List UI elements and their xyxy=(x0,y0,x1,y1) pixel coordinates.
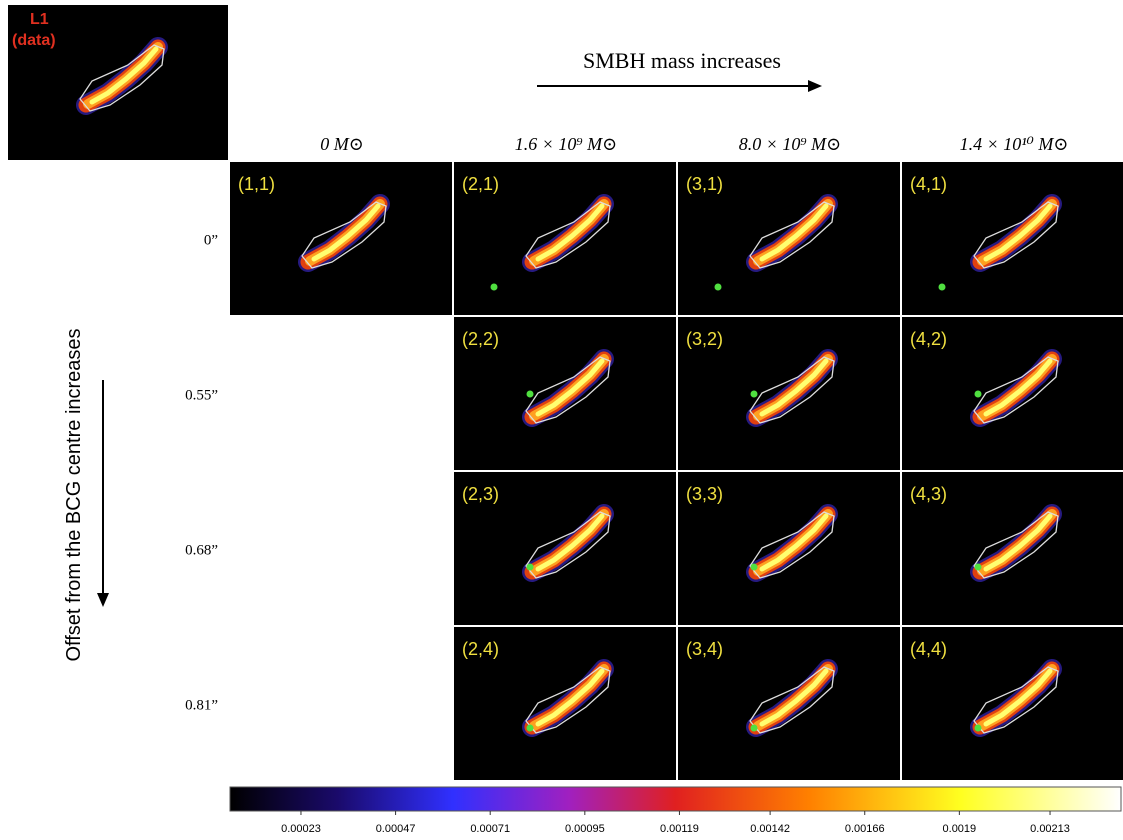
panel-label: (3,4) xyxy=(686,639,723,659)
panel-label: (3,2) xyxy=(686,329,723,349)
x-arrow-label: SMBH mass increases xyxy=(583,48,781,73)
green-marker xyxy=(527,391,534,398)
row-label: 0.81” xyxy=(185,698,218,714)
row-label: 0” xyxy=(204,233,218,249)
green-marker xyxy=(975,725,982,732)
figure: L1 (data) SMBH mass increases Offset fro… xyxy=(0,0,1123,840)
green-marker xyxy=(715,284,722,291)
green-marker xyxy=(751,391,758,398)
panel-label: (2,1) xyxy=(462,174,499,194)
panel-label: (4,4) xyxy=(910,639,947,659)
y-arrowhead xyxy=(97,593,109,607)
colorbar-tick-label: 0.00119 xyxy=(660,823,699,835)
y-arrow-label: Offset from the BCG centre increases xyxy=(63,328,85,661)
reference-label: (data) xyxy=(12,32,56,49)
green-marker xyxy=(527,725,534,732)
green-marker xyxy=(975,564,982,571)
x-arrowhead xyxy=(808,80,822,92)
colorbar-tick-label: 0.00047 xyxy=(376,823,416,835)
panel-label: (4,3) xyxy=(910,484,947,504)
colorbar-tick-label: 0.00071 xyxy=(470,823,510,835)
column-header: 1.6 × 10⁹ M⊙ xyxy=(515,134,617,154)
row-label: 0.55” xyxy=(185,388,218,404)
colorbar-tick-label: 0.00095 xyxy=(565,823,605,835)
green-marker xyxy=(751,564,758,571)
panel-label: (2,4) xyxy=(462,639,499,659)
green-marker xyxy=(975,391,982,398)
green-marker xyxy=(491,284,498,291)
column-header: 1.4 × 10¹⁰ M⊙ xyxy=(960,134,1069,154)
panel-label: (3,3) xyxy=(686,484,723,504)
panel-label: (3,1) xyxy=(686,174,723,194)
green-marker xyxy=(527,564,534,571)
green-marker xyxy=(751,725,758,732)
colorbar-tick-label: 0.0019 xyxy=(943,823,977,835)
panel-label: (1,1) xyxy=(238,174,275,194)
panel-label: (2,2) xyxy=(462,329,499,349)
colorbar xyxy=(230,787,1121,811)
panel-label: (4,1) xyxy=(910,174,947,194)
colorbar-tick-label: 0.00142 xyxy=(750,823,790,835)
colorbar-tick-label: 0.00213 xyxy=(1030,823,1070,835)
panel-label: (2,3) xyxy=(462,484,499,504)
reference-label: L1 xyxy=(30,11,49,28)
green-marker xyxy=(939,284,946,291)
row-label: 0.68” xyxy=(185,543,218,559)
column-header: 0 M⊙ xyxy=(320,134,364,154)
panel-label: (4,2) xyxy=(910,329,947,349)
column-header: 8.0 × 10⁹ M⊙ xyxy=(739,134,841,154)
colorbar-tick-label: 0.00166 xyxy=(845,823,885,835)
colorbar-tick-label: 0.00023 xyxy=(281,823,321,835)
